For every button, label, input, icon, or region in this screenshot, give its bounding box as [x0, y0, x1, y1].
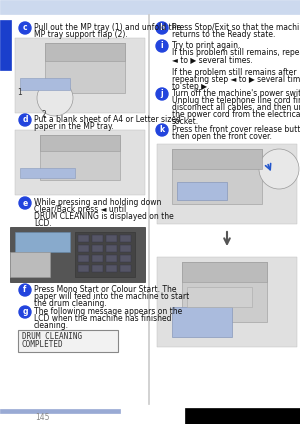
Text: the drum cleaning.: the drum cleaning. — [34, 299, 107, 308]
Circle shape — [19, 114, 31, 126]
Bar — [120, 265, 131, 272]
Bar — [157, 144, 297, 224]
Circle shape — [19, 22, 31, 34]
Bar — [92, 245, 103, 252]
Bar — [182, 262, 267, 322]
Text: Press Stop/Exit so that the machine: Press Stop/Exit so that the machine — [172, 23, 300, 32]
Bar — [0, 0, 300, 14]
Text: While pressing and holding down: While pressing and holding down — [34, 198, 161, 207]
Text: If this problem still remains, repeat steps: If this problem still remains, repeat st… — [172, 48, 300, 57]
Text: the power cord from the electrical: the power cord from the electrical — [172, 110, 300, 119]
Text: The following message appears on the: The following message appears on the — [34, 307, 182, 316]
Bar — [20, 78, 70, 90]
Circle shape — [156, 22, 168, 34]
Text: h: h — [159, 23, 165, 33]
Text: Clear/Back press ◄ until: Clear/Back press ◄ until — [34, 205, 126, 214]
Bar — [45, 43, 125, 93]
Bar — [75, 232, 135, 277]
Bar — [120, 255, 131, 262]
Text: repeating step ◄ to ▶ several times, go: repeating step ◄ to ▶ several times, go — [172, 75, 300, 84]
Text: then open the front cover.: then open the front cover. — [172, 132, 272, 141]
Text: k: k — [159, 126, 165, 134]
Circle shape — [19, 284, 31, 296]
Text: Put a blank sheet of A4 or Letter sized: Put a blank sheet of A4 or Letter sized — [34, 115, 181, 124]
Bar — [106, 235, 117, 242]
Text: disconnect all cables, and then unplug: disconnect all cables, and then unplug — [172, 103, 300, 112]
Text: to step ▶.: to step ▶. — [172, 82, 209, 91]
Bar — [157, 257, 297, 347]
Text: LCD.: LCD. — [34, 219, 52, 228]
Bar — [15, 232, 70, 252]
Text: DRUM CLEANING is displayed on the: DRUM CLEANING is displayed on the — [34, 212, 174, 221]
Bar — [18, 330, 118, 352]
Text: c: c — [23, 23, 27, 33]
Bar — [187, 287, 252, 307]
Text: e: e — [22, 198, 28, 207]
Circle shape — [37, 80, 73, 116]
Bar — [148, 14, 149, 404]
Text: Try to print again.: Try to print again. — [172, 41, 240, 50]
Text: ◄ to ▶ several times.: ◄ to ▶ several times. — [172, 55, 253, 64]
Text: paper in the MP tray.: paper in the MP tray. — [34, 122, 114, 131]
Text: 145: 145 — [35, 413, 49, 422]
Bar — [172, 149, 262, 169]
Bar — [177, 182, 227, 200]
Bar — [40, 135, 120, 180]
Text: Unplug the telephone line cord first,: Unplug the telephone line cord first, — [172, 96, 300, 105]
Text: Pull out the MP tray (1) and unfold the: Pull out the MP tray (1) and unfold the — [34, 23, 181, 32]
Bar — [92, 265, 103, 272]
Text: cleaning.: cleaning. — [34, 321, 69, 330]
Bar — [120, 245, 131, 252]
Text: d: d — [22, 115, 28, 125]
Bar — [15, 38, 145, 113]
Text: DRUM CLEANING: DRUM CLEANING — [22, 332, 82, 341]
Bar — [172, 307, 232, 337]
Bar — [45, 43, 125, 61]
Text: j: j — [161, 89, 163, 98]
Text: returns to the Ready state.: returns to the Ready state. — [172, 30, 275, 39]
Text: If the problem still remains after: If the problem still remains after — [172, 68, 296, 77]
Bar — [106, 245, 117, 252]
Text: 2: 2 — [42, 110, 47, 119]
Bar — [172, 149, 262, 204]
Bar — [182, 262, 267, 282]
Text: MP tray support flap (2).: MP tray support flap (2). — [34, 30, 128, 39]
Bar — [20, 168, 75, 178]
Bar — [106, 265, 117, 272]
Text: i: i — [161, 42, 163, 50]
Text: Turn off the machine's power switch.: Turn off the machine's power switch. — [172, 89, 300, 98]
Circle shape — [19, 306, 31, 318]
Bar — [106, 255, 117, 262]
Bar — [0, 20, 11, 70]
Text: paper will feed into the machine to start: paper will feed into the machine to star… — [34, 292, 189, 301]
Circle shape — [156, 124, 168, 136]
Bar — [10, 227, 145, 282]
Text: Press the front cover release button and: Press the front cover release button and — [172, 125, 300, 134]
Bar — [78, 235, 89, 242]
Bar — [185, 408, 300, 424]
Circle shape — [156, 88, 168, 100]
Text: COMPLETED: COMPLETED — [22, 340, 64, 349]
Text: 1: 1 — [17, 88, 22, 97]
Text: f: f — [23, 285, 27, 295]
Bar — [78, 245, 89, 252]
Bar — [0, 409, 120, 413]
Bar — [15, 130, 145, 195]
Text: socket.: socket. — [172, 117, 199, 126]
Bar — [78, 265, 89, 272]
Bar — [78, 255, 89, 262]
Text: LCD when the machine has finished: LCD when the machine has finished — [34, 314, 172, 323]
Bar — [120, 235, 131, 242]
Bar — [92, 255, 103, 262]
Bar — [10, 252, 50, 277]
Bar — [40, 135, 120, 151]
Circle shape — [19, 197, 31, 209]
Text: Press Mono Start or Colour Start. The: Press Mono Start or Colour Start. The — [34, 285, 176, 294]
Circle shape — [259, 149, 299, 189]
Text: g: g — [22, 307, 28, 316]
Bar — [92, 235, 103, 242]
Circle shape — [156, 40, 168, 52]
